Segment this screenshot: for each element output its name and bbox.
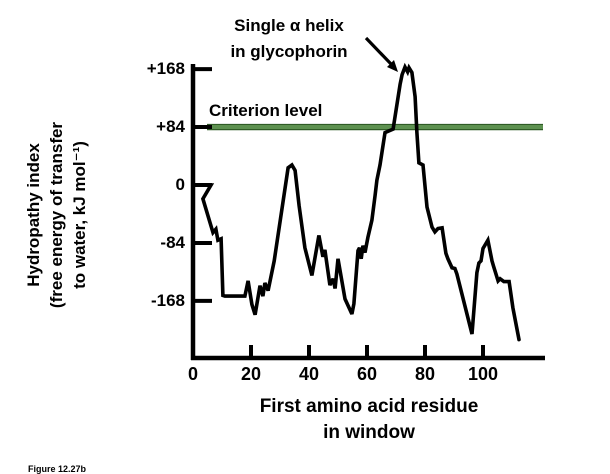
y-axis-title-line-2: (free energy of transfer xyxy=(47,121,66,309)
annotation-single-alpha-helix: Single α helix in glycophorin xyxy=(213,13,365,65)
y-tick-label--168: -168 xyxy=(150,290,185,310)
y-tick-label-168: +168 xyxy=(146,59,185,79)
x-axis-title: First amino acid residue in window xyxy=(233,394,505,446)
y-axis-title-line-1: Hydropathy index xyxy=(24,143,43,287)
annotation-arrow xyxy=(364,36,393,66)
x-tick-label-100: 100 xyxy=(467,364,499,384)
annotation-line-2: in glycophorin xyxy=(230,42,348,61)
x-tick-label-20: 20 xyxy=(240,364,262,384)
y-tick-label--84: -84 xyxy=(160,232,185,252)
x-tick-label-0: 0 xyxy=(187,364,198,384)
y-tick-label-84: +84 xyxy=(156,117,185,137)
y-tick-label-0: 0 xyxy=(175,175,185,194)
y-axis-title-line-3: to water, kJ mol⁻¹) xyxy=(70,141,89,289)
criterion-level-label: Criterion level xyxy=(209,101,323,120)
hydropathy-curve xyxy=(191,62,521,342)
figure-caption: Figure 12.27b xyxy=(28,464,87,474)
annotation-line-1: Single α helix xyxy=(234,16,344,35)
x-axis-title-line-1: First amino acid residue xyxy=(259,396,479,417)
y-axis-title: Hydropathy index (free energy of transfe… xyxy=(22,60,92,370)
x-tick-label-40: 40 xyxy=(298,364,320,384)
x-axis-title-line-2: in window xyxy=(323,422,415,443)
annotation-arrowhead xyxy=(387,60,398,72)
x-tick-label-60: 60 xyxy=(356,364,378,384)
x-tick-label-80: 80 xyxy=(414,364,436,384)
